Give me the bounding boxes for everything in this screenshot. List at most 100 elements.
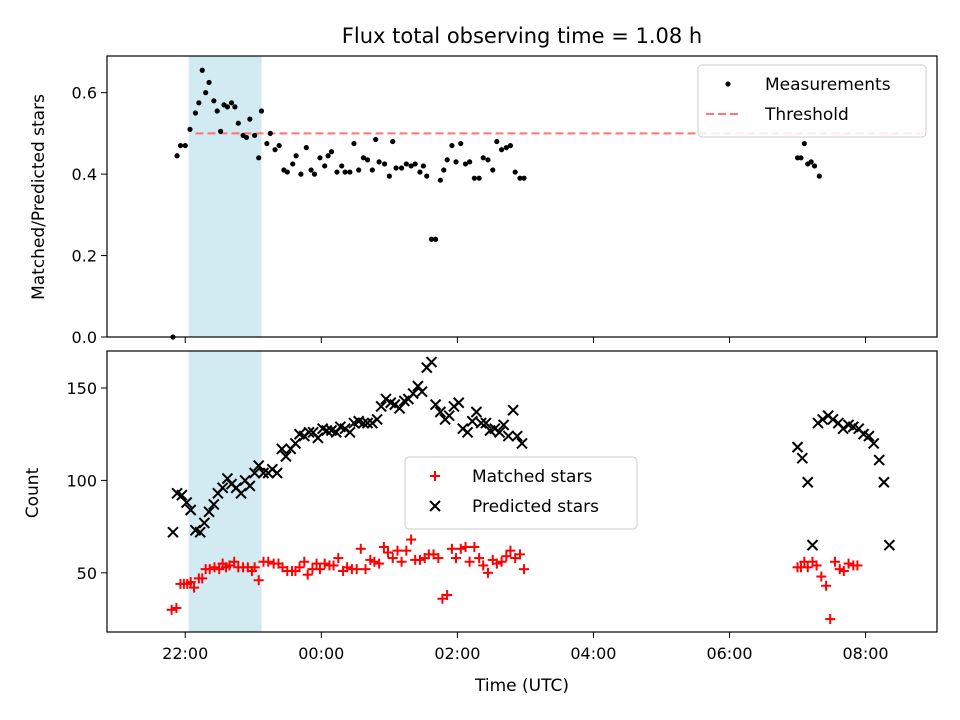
x-stroke-b <box>184 504 197 516</box>
x-stroke-b <box>857 428 870 440</box>
data-point <box>802 562 813 573</box>
x-stroke-b <box>384 397 397 409</box>
data-point <box>284 169 290 175</box>
legend-marker <box>429 500 441 512</box>
data-point <box>319 558 330 569</box>
data-point <box>466 415 479 427</box>
x-stroke-b <box>316 422 329 435</box>
data-point <box>816 413 829 426</box>
data-point <box>469 541 480 552</box>
data-point <box>429 398 442 411</box>
x-stroke-b <box>466 415 479 427</box>
data-point <box>827 413 839 426</box>
data-point <box>407 387 419 400</box>
data-point <box>843 558 854 569</box>
data-point <box>503 145 509 151</box>
legend: Matched stars Predicted stars <box>404 456 638 530</box>
data-point <box>443 409 455 422</box>
plot-layer: 0.0 0.2 0.4 0.6 Measurements Threshold 50 100 15… <box>66 55 938 663</box>
data-point <box>494 138 500 145</box>
data-point <box>214 564 225 575</box>
data-point <box>811 163 818 169</box>
data-point <box>294 562 305 573</box>
y-tick-label: 0.4 <box>72 165 97 184</box>
data-point <box>308 167 314 173</box>
data-point <box>451 553 462 564</box>
data-point <box>505 545 516 556</box>
data-point <box>373 136 379 143</box>
data-point <box>209 562 220 573</box>
data-point <box>491 558 502 569</box>
data-point <box>441 167 447 173</box>
data-point <box>480 417 492 429</box>
x-stroke-b <box>189 524 202 537</box>
data-point <box>325 153 331 159</box>
data-point <box>811 560 822 571</box>
x-stroke-b <box>493 426 506 439</box>
y-tick-label: 0.6 <box>72 84 97 103</box>
data-point <box>369 556 380 567</box>
data-point <box>235 487 247 500</box>
data-point <box>414 554 425 565</box>
data-point <box>344 426 356 439</box>
series-matched-stars <box>166 534 863 625</box>
x-stroke-b <box>842 419 855 431</box>
data-point <box>382 547 393 558</box>
data-point <box>314 564 325 575</box>
data-point <box>206 79 212 86</box>
data-point <box>360 564 371 575</box>
data-point <box>412 380 424 392</box>
data-point <box>796 452 809 464</box>
data-point <box>235 120 241 126</box>
data-point <box>490 167 496 173</box>
data-point <box>521 175 527 181</box>
data-point <box>214 108 220 114</box>
data-point <box>825 614 836 625</box>
x-stroke-b <box>276 443 288 455</box>
data-point <box>470 406 483 418</box>
series-measurements <box>170 67 822 340</box>
data-point <box>298 171 304 177</box>
data-point <box>303 426 315 439</box>
data-point <box>328 560 339 571</box>
data-point <box>247 116 253 122</box>
series-predicted-stars <box>167 356 896 551</box>
x-stroke-b <box>511 430 523 442</box>
x-stroke-b <box>253 459 265 472</box>
data-point <box>444 157 450 163</box>
data-point <box>519 564 530 575</box>
data-point <box>511 430 523 442</box>
data-point <box>516 437 528 450</box>
data-point <box>376 159 382 165</box>
data-point <box>852 560 863 571</box>
data-point <box>342 562 353 573</box>
data-point <box>453 159 459 165</box>
x-stroke-b <box>883 539 896 551</box>
x-stroke-b <box>198 517 210 529</box>
data-point <box>355 543 366 554</box>
x-stroke-b <box>344 426 356 439</box>
data-point <box>276 443 288 455</box>
data-point <box>375 400 387 413</box>
data-point <box>276 142 282 149</box>
data-point <box>464 556 475 567</box>
x-stroke-b <box>412 380 424 392</box>
data-point <box>816 173 822 179</box>
data-point <box>453 397 465 409</box>
data-point <box>873 454 885 466</box>
data-point <box>253 459 265 472</box>
data-point <box>390 138 396 145</box>
data-point <box>371 413 383 426</box>
x-stroke-b <box>330 426 342 439</box>
x-stroke-b <box>796 452 809 464</box>
panel-1: 0.0 0.2 0.4 0.6 Measurements Threshold <box>72 55 938 347</box>
data-point <box>480 155 486 161</box>
legend: Measurements Threshold <box>697 64 927 138</box>
panel-frame <box>106 350 938 633</box>
data-point <box>878 476 890 488</box>
data-point <box>351 564 362 575</box>
x-stroke-b <box>293 428 306 440</box>
data-point <box>263 556 274 567</box>
data-point <box>396 556 407 567</box>
